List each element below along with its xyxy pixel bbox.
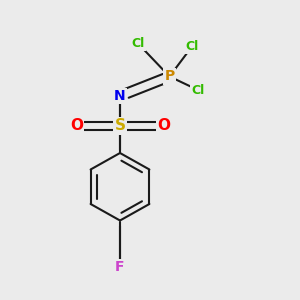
Text: P: P: [164, 70, 175, 83]
Text: Cl: Cl: [191, 83, 205, 97]
Text: Cl: Cl: [185, 40, 199, 53]
Text: S: S: [115, 118, 125, 134]
Text: N: N: [114, 89, 126, 103]
Text: Cl: Cl: [131, 37, 145, 50]
Text: O: O: [157, 118, 170, 134]
Text: F: F: [115, 260, 125, 274]
Text: O: O: [70, 118, 83, 134]
